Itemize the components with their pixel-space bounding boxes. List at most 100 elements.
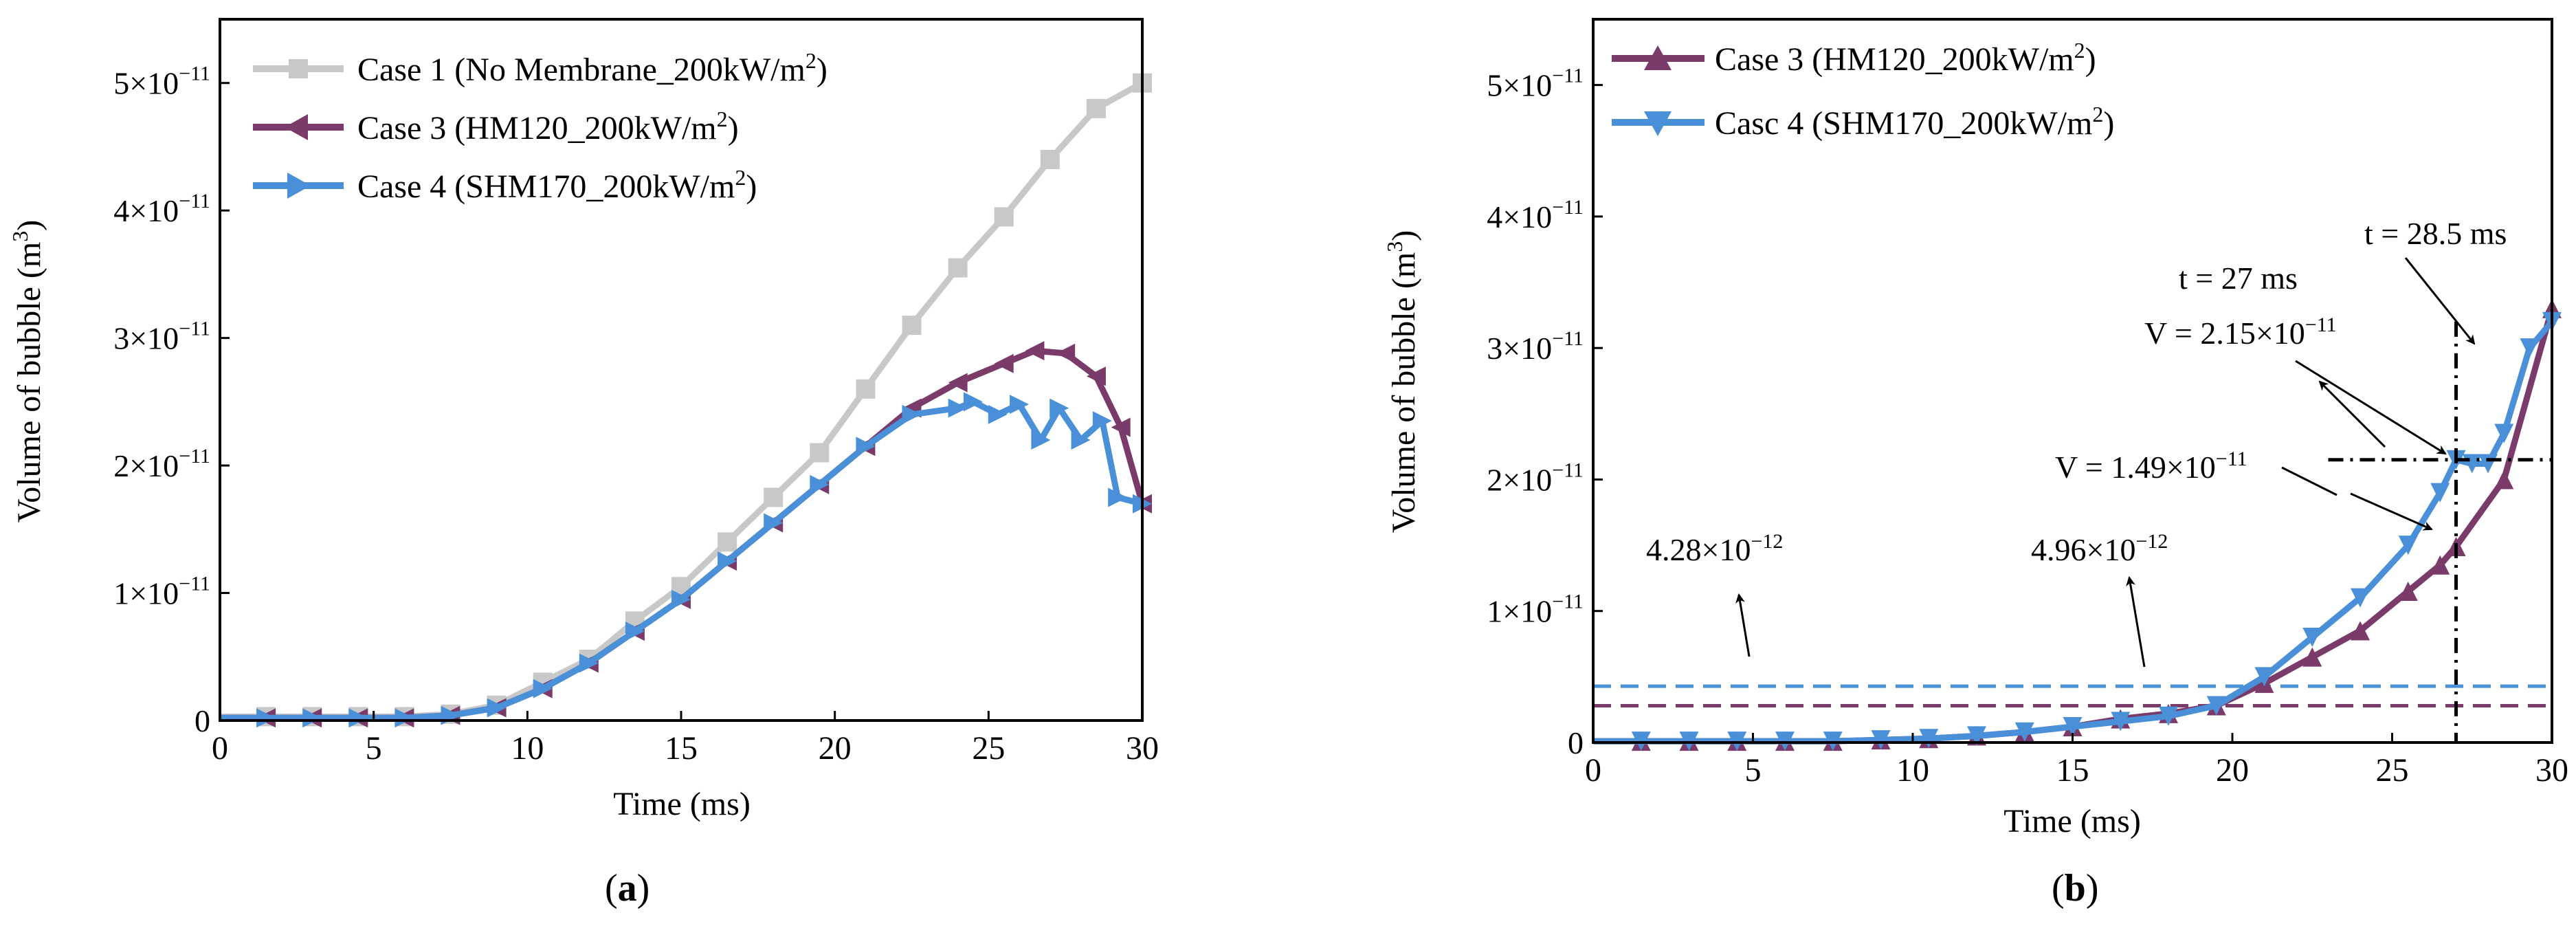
arrow-v-1-49-b [2350, 492, 2433, 531]
data-point-a-0-16 [948, 258, 968, 278]
data-point-a-2-23 [1092, 411, 1112, 431]
x-tick-label-b-3: 15 [2056, 752, 2089, 789]
data-point-b-0-18 [2430, 555, 2450, 575]
data-point-b-1-22 [2494, 424, 2514, 443]
data-point-a-1-17 [994, 353, 1014, 373]
data-point-a-2-12 [764, 513, 784, 533]
panel-caption-a: (a) [605, 867, 649, 910]
arrow-v-2-15-head [2318, 380, 2386, 448]
data-point-a-1-20 [1086, 366, 1106, 386]
data-point-a-2-17 [963, 392, 983, 412]
data-point-a-2-3 [348, 708, 368, 728]
data-point-b-1-8 [1967, 726, 1986, 746]
data-point-a-2-20 [1031, 430, 1051, 450]
data-point-a-1-19 [1056, 343, 1076, 363]
legend-item-case3-b: Case 3 (HM120_200kW/m2) [1612, 38, 2096, 78]
annotations-b: t = 28.5 ms t = 27 ms V = 2.15×10−11 V =… [1646, 216, 2507, 668]
x-axis-label-b: Time (ms) [2003, 803, 2141, 839]
y-tick-label-a-5: 5×10−11 [113, 63, 210, 101]
x-tick-label-a-5: 25 [972, 730, 1005, 767]
data-point-b-1-15 [2302, 627, 2322, 647]
y-tick-label-b-1: 1×10−11 [1487, 591, 1584, 629]
data-point-b-0-17 [2398, 582, 2418, 602]
y-tick-label-a-1: 1×10−11 [113, 573, 210, 611]
data-point-a-2-14 [856, 437, 876, 456]
arrow-4-96e-12 [2126, 576, 2146, 668]
svg-text:Case 3 (HM120_200kW/m2): Case 3 (HM120_200kW/m2) [357, 107, 739, 146]
annotation-4-28e-12: 4.28×10−12 [1646, 530, 1783, 567]
x-tick-label-b-4: 20 [2216, 752, 2249, 789]
x-axis-label-a: Time (ms) [613, 786, 751, 822]
y-tick-label-b-5: 5×10−11 [1487, 65, 1584, 103]
data-point-a-0-14 [856, 379, 876, 399]
data-point-b-0-16 [2351, 621, 2370, 641]
data-point-b-1-9 [2014, 722, 2034, 742]
data-point-a-0-13 [810, 443, 830, 463]
y-tick-label-a-3: 3×10−11 [113, 318, 210, 356]
x-tick-label-a-6: 30 [1126, 730, 1159, 767]
data-point-a-0-18 [1040, 150, 1060, 169]
legend-b: Case 3 (HM120_200kW/m2) Casc 4 (SHM170_2… [1612, 38, 2114, 142]
x-tick-label-b-6: 30 [2535, 752, 2568, 789]
data-point-b-1-11 [2111, 712, 2131, 732]
annotation-v-1-49: V = 1.49×10−11 [2055, 448, 2247, 485]
x-tick-label-a-1: 5 [366, 730, 382, 767]
data-point-a-0-11 [718, 532, 737, 552]
data-point-a-2-19 [1010, 395, 1030, 415]
annotation-t-28-5: t = 28.5 ms [2364, 216, 2507, 251]
x-tick-label-b-5: 25 [2376, 752, 2409, 789]
y-tick-label-a-0: 0 [195, 703, 210, 738]
annotation-4-96e-12: 4.96×10−12 [2031, 530, 2168, 567]
data-point-b-1-7 [1919, 729, 1939, 749]
x-tick-label-b-0: 0 [1585, 752, 1601, 789]
panel-b: 0 5 10 15 20 25 30 0 1×10−11 2×10−11 3×10−11 4×10−1… [1382, 18, 2568, 910]
data-point-a-2-4 [395, 708, 414, 728]
data-point-b-1-6 [1871, 730, 1891, 750]
y-tick-label-a-4: 4×10−11 [113, 190, 210, 228]
data-point-b-0-20 [2494, 470, 2514, 490]
arrow-v-2-15 [2295, 360, 2447, 455]
data-point-b-1-16 [2351, 588, 2370, 608]
y-tick-label-b-3: 3×10−11 [1487, 327, 1584, 366]
series-line-b-1 [1593, 319, 2555, 745]
data-point-a-2-21 [1050, 398, 1069, 418]
data-point-b-1-18 [2430, 483, 2450, 503]
annotation-v-2-15: V = 2.15×10−11 [2144, 314, 2337, 351]
data-point-a-2-1 [256, 708, 276, 728]
y-tick-label-b-4: 4×10−11 [1487, 196, 1584, 234]
legend-item-case3: Case 3 (HM120_200kW/m2) [253, 107, 739, 146]
panel-a: 0 5 10 15 20 25 30 0 1×10−11 2×10−11 3×10−11 4×10−1… [8, 18, 1159, 910]
y-tick-label-b-2: 2×10−11 [1487, 459, 1584, 497]
svg-text:Case 3 (HM120_200kW/m2): Case 3 (HM120_200kW/m2) [1715, 38, 2096, 78]
x-tick-label-a-4: 20 [819, 730, 852, 767]
x-tick-label-a-0: 0 [212, 730, 228, 767]
svg-text:Case 1 (No Membrane_200kW/m2): Case 1 (No Membrane_200kW/m2) [357, 48, 828, 88]
data-point-a-0-17 [994, 207, 1014, 227]
y-tick-label-b-0: 0 [1568, 725, 1584, 760]
data-point-a-2-22 [1071, 430, 1091, 450]
arrow-t-28-5 [2404, 257, 2476, 345]
data-point-a-2-9 [625, 622, 645, 641]
x-tick-label-b-1: 5 [1745, 752, 1762, 789]
series-line-a-1 [220, 347, 1146, 721]
data-point-b-1-12 [2159, 706, 2178, 726]
data-point-a-1-18 [1025, 341, 1045, 361]
y-axis-label-b: Volume of bubble (m3) [1382, 230, 1422, 533]
data-point-a-2-7 [533, 679, 553, 698]
x-tick-label-a-2: 10 [511, 730, 544, 767]
data-point-b-0-15 [2302, 647, 2322, 667]
data-point-a-2-2 [302, 708, 322, 728]
data-point-b-1-10 [2063, 717, 2083, 737]
legend-item-case4: Case 4 (SHM170_200kW/m2) [253, 165, 757, 205]
series-line-a-2 [220, 398, 1144, 721]
data-point-b-1-23 [2520, 338, 2540, 358]
panel-caption-b: (b) [2052, 867, 2098, 910]
arrow-4-28e-12 [1735, 593, 1751, 657]
legend-item-case1: Case 1 (No Membrane_200kW/m2) [253, 48, 828, 88]
svg-text:Casc 4 (SHM170_200kW/m2): Casc 4 (SHM170_200kW/m2) [1715, 102, 2114, 142]
data-point-a-1-21 [1111, 417, 1131, 437]
data-point-a-1-16 [948, 373, 968, 393]
data-point-b-1-17 [2398, 536, 2418, 556]
data-point-a-2-24 [1108, 487, 1128, 507]
